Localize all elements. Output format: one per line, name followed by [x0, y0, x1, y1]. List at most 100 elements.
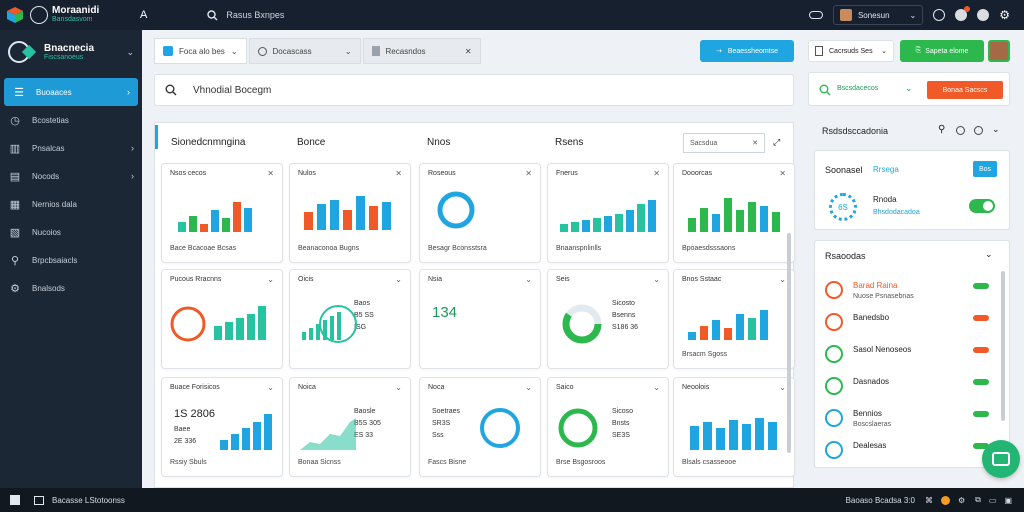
app-icon[interactable]: ⚙ [957, 495, 966, 505]
help-icon[interactable] [977, 9, 990, 21]
clock-icon[interactable]: ▣ [1004, 495, 1012, 505]
chevron-down-icon[interactable]: ⌄ [779, 275, 786, 284]
window-icon[interactable] [34, 495, 44, 505]
battery-icon[interactable]: ▭ [988, 495, 997, 505]
close-icon[interactable]: ✕ [752, 140, 758, 147]
card-footer: Bonaa Sicnss [298, 459, 341, 466]
status-card-button[interactable]: Bos [973, 161, 997, 177]
dashboard-card[interactable]: Pucous Rracnns ⌄ [161, 269, 283, 369]
settings-icon[interactable] [974, 126, 983, 135]
dashboard-card[interactable]: Nsos cecos ✕ Bace Bcacoae Bcsas [161, 163, 283, 263]
dashboard-card[interactable]: Seis ⌄ Sicosto Bsenns S186 36 [547, 269, 669, 369]
chart-ring [437, 191, 475, 229]
dashboard-card[interactable]: Saico ⌄ Brse Bsgosroos Sicoso Bnsts SE3S [547, 377, 669, 477]
volume-icon[interactable]: ⧉ [975, 495, 981, 504]
chevron-down-icon[interactable]: ⌄ [653, 275, 660, 284]
panel-scrollbar[interactable] [787, 233, 791, 453]
record-item[interactable]: Dasnados [823, 373, 995, 401]
dashboard-card[interactable]: Fnerus ✕ Bnaanspnlinlls [547, 163, 669, 263]
sidebar-item-1[interactable]: ◷ Bcostetias [0, 106, 142, 134]
primary-action-button[interactable]: ⇢ Beaessheomtse [700, 40, 794, 62]
close-icon[interactable]: ✕ [395, 169, 402, 178]
close-icon[interactable]: ✕ [525, 169, 532, 178]
user-menu[interactable]: Sonesun ⌄ [832, 5, 924, 25]
settings-icon[interactable]: ⚙ [999, 8, 1010, 22]
tab-overview[interactable]: Foca alo bes ⌄ [154, 38, 247, 64]
green-action-button[interactable]: ⎘ Sapeta elome [900, 40, 984, 62]
sidebar-item-3[interactable]: ▤ Nocods › [0, 162, 142, 190]
record-item[interactable]: Bennios Boscslaeras [823, 405, 995, 433]
sidebar-item-4[interactable]: ▦ Nernios dala [0, 190, 142, 218]
network-icon[interactable]: ⌘ [924, 495, 933, 505]
chart-bar [211, 210, 219, 232]
sidebar-item-label: Bcostetias [32, 115, 69, 125]
dashboard-card[interactable]: Bnos Sstaac ⌄ Brsacm Sgoss [673, 269, 795, 369]
chevron-down-icon[interactable]: ⌄ [525, 275, 532, 284]
chevron-down-icon[interactable]: ⌄ [779, 383, 786, 392]
right-search-label[interactable]: Bscsdacecos [837, 85, 879, 92]
chevron-right-icon: › [131, 171, 134, 181]
sidebar-item-0[interactable]: ☰ Buoaaces › [4, 78, 138, 106]
sidebar-header[interactable]: Bnacnecia Fiscsanoeus ⌄ [0, 30, 142, 74]
chart-bar [748, 202, 756, 232]
dashboard-card[interactable]: Noca ⌄ Fascs Bisne Soetraes SR3S Sss [419, 377, 541, 477]
close-icon[interactable]: ✕ [464, 46, 472, 56]
sidebar-item-7[interactable]: ⚙ Bnalsods [0, 274, 142, 302]
user-icon[interactable]: ⚲ [938, 124, 946, 135]
chevron-down-icon[interactable]: ⌄ [653, 383, 660, 392]
main-search-input[interactable]: Vhnodial Bocegm [154, 74, 794, 106]
sidebar-item-5[interactable]: ▧ Nucoios [0, 218, 142, 246]
orange-app-icon[interactable] [940, 495, 950, 505]
records-scrollbar[interactable] [1001, 271, 1005, 421]
dashboard-card[interactable]: Nulos ✕ Beanaconoa Bugns [289, 163, 411, 263]
dashboard-card[interactable]: Neoolois ⌄ Blsals csasseooe [673, 377, 795, 477]
orange-action-button[interactable]: Bonaa Sacscs [927, 81, 1003, 99]
chart-bar [214, 326, 222, 340]
close-icon[interactable]: ✕ [653, 169, 660, 178]
sidebar-item-2[interactable]: ▥ Pnsalcas › [0, 134, 142, 162]
windows-icon[interactable] [10, 495, 20, 505]
chevron-down-icon[interactable]: ⌄ [985, 249, 993, 259]
clock-icon[interactable] [933, 9, 946, 21]
bell-icon[interactable] [955, 6, 971, 21]
card-title: Neoolois [682, 384, 710, 391]
chevron-down-icon[interactable]: ⌄ [267, 383, 274, 392]
dashboard-card[interactable]: Buace Forisicos ⌄ Rssiy Sbuls 1S 2806 Baee 2E… [161, 377, 283, 477]
card-title: Nulos [298, 170, 316, 177]
chevron-down-icon[interactable]: ⌄ [905, 83, 913, 93]
dashboard-card[interactable]: Noica ⌄ Bonaa Sicnss Baosle B5S 305 ES 33 [289, 377, 411, 477]
collapse-icon[interactable]: ⤢ [773, 137, 781, 147]
dashboard-card[interactable]: Oicis ⌄ Baos B5 SS ISG [289, 269, 411, 369]
record-item[interactable]: Sasol Nenoseos [823, 341, 995, 369]
record-item[interactable]: Banedsbo [823, 309, 995, 337]
status-card-link[interactable]: Rrsega [873, 165, 899, 174]
close-icon[interactable]: ✕ [779, 169, 786, 178]
chevron-down-icon[interactable]: ⌄ [267, 275, 274, 284]
chevron-down-icon[interactable]: ⌄ [525, 383, 532, 392]
chevron-down-icon[interactable]: ⌄ [992, 124, 1000, 134]
close-icon[interactable]: ✕ [267, 169, 274, 178]
cloud-icon[interactable] [808, 11, 823, 19]
tab-label: Foca alo bes [179, 46, 225, 56]
tab-documents[interactable]: Docascass ⌄ [248, 38, 361, 64]
status-toggle[interactable] [969, 199, 995, 213]
font-icon[interactable]: A [140, 9, 148, 21]
user-avatar[interactable] [988, 40, 1010, 62]
panel-search[interactable]: Sacsdua ✕ [683, 133, 765, 153]
top-search[interactable]: Rasus Bxnpes [207, 9, 284, 21]
app-logo[interactable] [0, 0, 30, 30]
select-box[interactable]: Cacrsuds Ses ⌄ [808, 40, 894, 62]
record-item[interactable]: Barad Raina Nuose Psnasebnas [823, 277, 995, 305]
record-item[interactable]: Dealesas [823, 437, 995, 465]
card-title: Fnerus [556, 170, 578, 177]
dashboard-card[interactable]: Roseous ✕ Besagr Bconsstsra [419, 163, 541, 263]
chat-fab[interactable] [982, 440, 1020, 478]
sidebar-item-6[interactable]: ⚲ Brpcbsaiacls [0, 246, 142, 274]
chevron-down-icon[interactable]: ⌄ [395, 383, 402, 392]
tab-records[interactable]: Recasndos ✕ [362, 38, 481, 64]
dashboard-card[interactable]: Dooorcas ✕ Bpoaesdsssaons [673, 163, 795, 263]
chevron-down-icon[interactable]: ⌄ [395, 275, 402, 284]
chart-bar [302, 332, 306, 340]
info-icon[interactable] [956, 126, 965, 135]
dashboard-card[interactable]: Nsia ⌄ 134 [419, 269, 541, 369]
